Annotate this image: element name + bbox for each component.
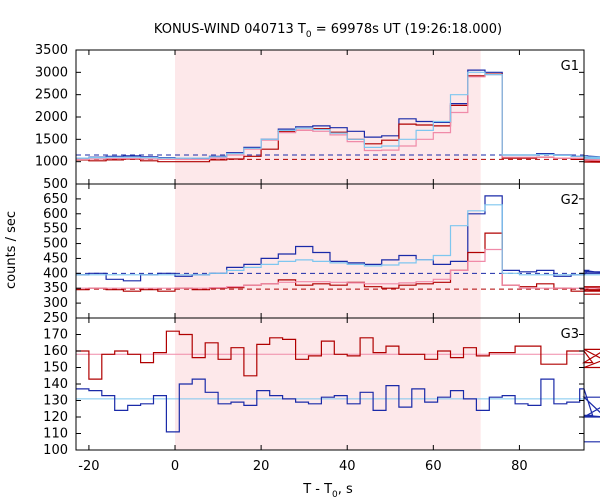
plot-area: 500100015002000250030003500G125030035040… [35,43,600,474]
y-axis-label: counts / sec [4,211,19,289]
series-G2-pink [76,248,600,289]
y-tick-label-G1: 3000 [35,65,68,80]
y-tick-label-G2: 250 [43,311,68,326]
x-tick-label: 0 [171,459,179,474]
y-tick-label-G2: 600 [43,207,68,222]
y-tick-label-G1: 2500 [35,88,68,103]
series-G1-red [76,73,600,163]
series-G1-pink [76,74,600,161]
series-G2-red [76,232,600,295]
panel-label-G3: G3 [561,327,579,342]
y-tick-label-G2: 650 [43,192,68,207]
y-tick-label-G3: 110 [43,427,68,442]
x-tick-label: 40 [339,459,356,474]
y-tick-label-G3: 130 [43,394,68,409]
y-tick-label-G3: 170 [43,328,68,343]
series-G1-cyan [76,71,600,160]
y-tick-label-G2: 300 [43,296,68,311]
y-tick-label-G3: 160 [43,344,68,359]
x-tick-label: -20 [78,459,99,474]
x-tick-label: 80 [511,459,528,474]
y-tick-label-G1: 1000 [35,155,68,170]
y-tick-label-G2: 450 [43,251,68,266]
y-tick-label-G2: 350 [43,281,68,296]
y-tick-label-G1: 1500 [35,132,68,147]
y-tick-label-G3: 150 [43,361,68,376]
y-tick-label-G2: 550 [43,222,68,237]
y-tick-label-G1: 500 [43,177,68,192]
y-tick-label-G2: 400 [43,266,68,281]
panel-label-G2: G2 [561,193,579,208]
series-G3-red [76,330,600,380]
y-tick-label-G3: 120 [43,410,68,425]
y-tick-label-G3: 140 [43,377,68,392]
x-tick-label: 60 [425,459,442,474]
y-tick-label-G1: 2000 [35,110,68,125]
panel-label-G1: G1 [561,59,579,74]
y-tick-label-G2: 500 [43,237,68,252]
series-G2-cyan [76,204,600,276]
chart-title: KONUS-WIND 040713 T0 = 69978s UT (19:26:… [154,22,502,40]
series-G3-blue [76,378,600,443]
burst-interval-shade [175,50,481,450]
x-axis-label: T - T0, s [302,482,353,500]
y-tick-label-G3: 100 [43,443,68,458]
x-tick-label: 20 [253,459,270,474]
y-tick-label-G1: 3500 [35,43,68,58]
